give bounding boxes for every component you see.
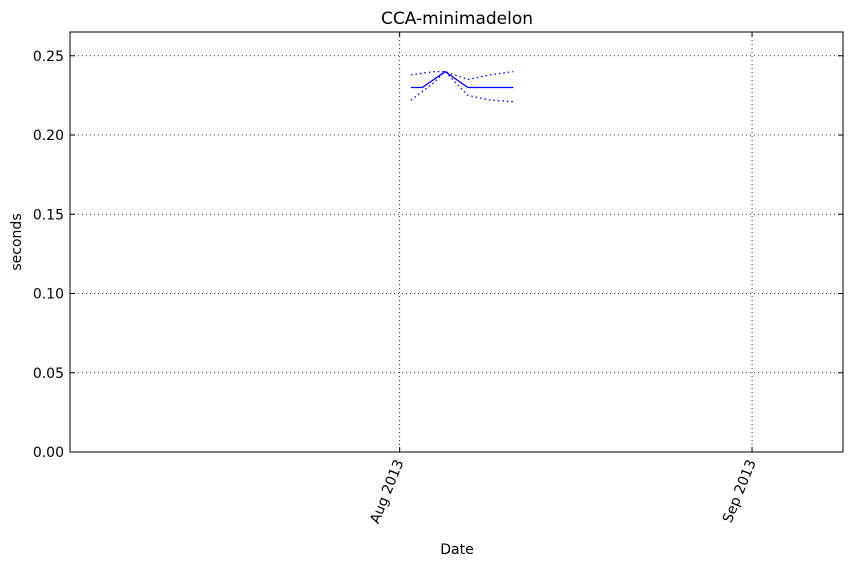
y-tick-label: 0.00 bbox=[33, 445, 64, 461]
y-tick-label: 0.05 bbox=[33, 366, 64, 382]
x-axis-label: Date bbox=[440, 542, 473, 558]
series-line-bound-2 bbox=[410, 70, 514, 103]
y-axis-label: seconds bbox=[9, 213, 25, 270]
x-tick-label: Aug 2013 bbox=[367, 458, 407, 527]
series-line-bound-1 bbox=[410, 70, 514, 81]
series-line-main bbox=[411, 70, 514, 89]
y-tick-label: 0.15 bbox=[33, 207, 64, 223]
x-tick-label: Sep 2013 bbox=[720, 458, 760, 526]
y-tick-label: 0.20 bbox=[33, 128, 64, 144]
plot-series bbox=[410, 70, 514, 103]
grid bbox=[70, 32, 843, 452]
plot-frame bbox=[69, 31, 844, 453]
chart-title: CCA-minimadelon bbox=[381, 9, 533, 29]
y-tick-label: 0.10 bbox=[33, 287, 64, 303]
y-tick-label: 0.25 bbox=[33, 49, 64, 65]
